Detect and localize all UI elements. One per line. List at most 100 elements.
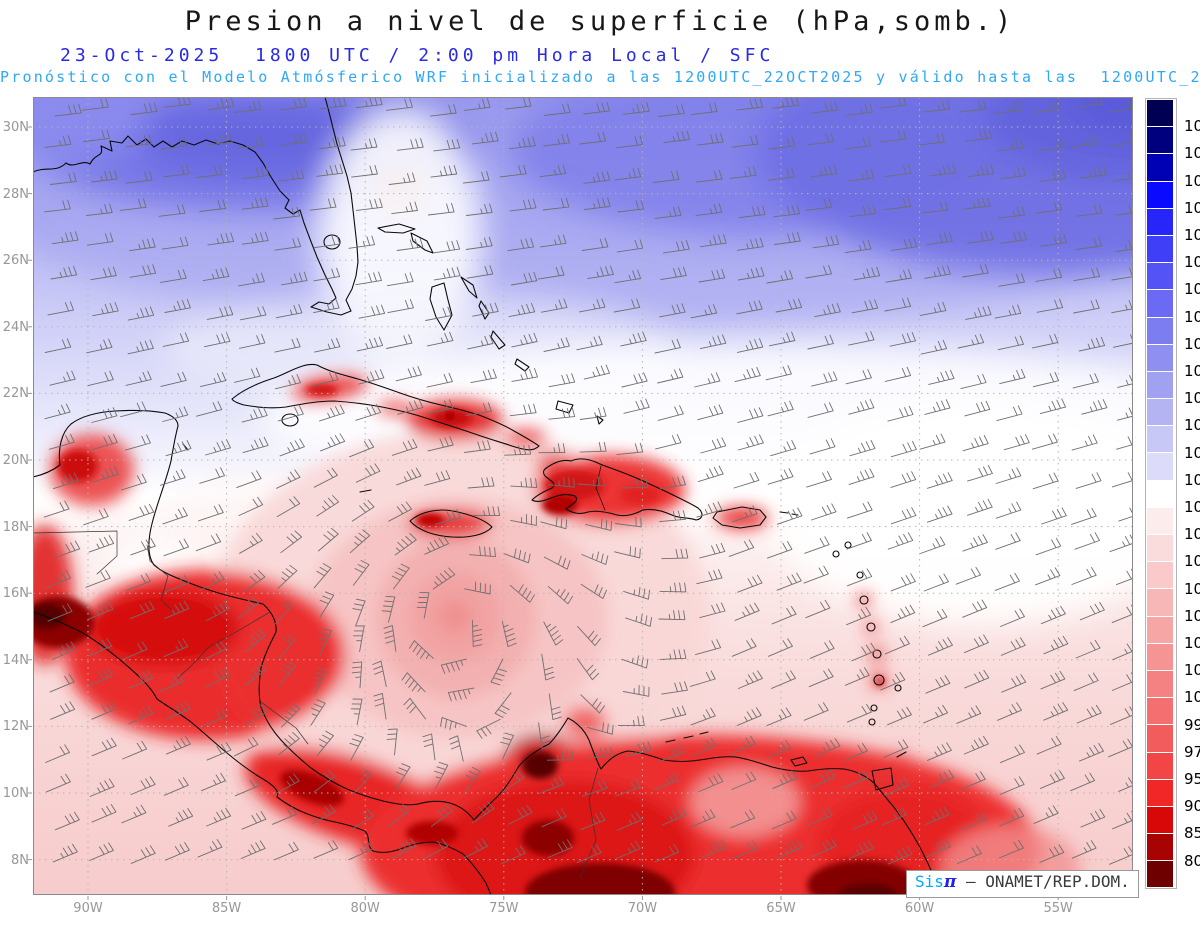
coast-bahamas (377, 223, 604, 425)
coast-hispaniola (531, 458, 703, 521)
colorbar-cell (1147, 371, 1173, 399)
lon-label: 75W (489, 901, 519, 916)
colorbar-cell (1147, 834, 1173, 861)
colorbar-label: 990 (1184, 715, 1200, 734)
colorbar-label: 1040 (1184, 144, 1200, 163)
colorbar-cell (1147, 779, 1173, 806)
axis-ticks (28, 126, 1059, 900)
grid-lines (33, 97, 1133, 895)
colorbar-label: 1020 (1184, 307, 1200, 326)
colorbar-cell (1147, 616, 1173, 643)
colorbar-cell (1147, 535, 1173, 562)
colorbar-label: 900 (1184, 797, 1200, 816)
colorbar-label: 950 (1184, 770, 1200, 788)
colorbar-cell (1147, 181, 1173, 208)
lon-label: 65W (766, 901, 796, 916)
colorbar-label: 1006 (1184, 606, 1200, 625)
colorbar-label: 1050 (1184, 117, 1200, 136)
colorbar-cell (1147, 453, 1173, 480)
coast-jamaica (409, 509, 493, 538)
pressure-shading-cores (33, 384, 917, 895)
virgin-islands (779, 511, 799, 516)
colorbar-cell (1147, 100, 1173, 127)
abc-islands (665, 731, 709, 743)
colorbar-label: 1008 (1184, 579, 1200, 598)
colorbar-label: 800 (1184, 851, 1200, 870)
colorbar-label: 1025 (1184, 253, 1200, 272)
model-run-info: Pronóstico con el Modelo Atmósferico WRF… (0, 68, 1200, 86)
colorbar-label: 1035 (1184, 171, 1200, 190)
colorbar-label: 1015 (1184, 443, 1200, 462)
lon-label: 85W (211, 901, 242, 916)
colorbar-cell (1147, 235, 1173, 263)
colorbar-cell (1147, 507, 1173, 534)
forecast-date: 23-Oct-2025 (60, 45, 224, 66)
watermark-brand: Sis (915, 872, 944, 891)
lat-label: 24N (2, 319, 29, 335)
colorbar-label: 1028 (1184, 226, 1200, 244)
page-title: Presion a nivel de superficie (hPa,somb.… (184, 6, 1016, 37)
map-frame (33, 97, 1133, 895)
lon-label: 70W (627, 901, 658, 916)
colorbar-label: 970 (1184, 742, 1200, 761)
coast-cuba (231, 363, 540, 451)
colorbar-label: 1013 (1184, 498, 1200, 516)
lon-label: 55W (1043, 901, 1073, 916)
colorbar-label: 1012 (1184, 525, 1200, 544)
lat-label: 10N (2, 786, 29, 801)
forecast-time: 1800 UTC / 2:00 pm Hora Local / SFC (255, 45, 775, 66)
cayman (359, 489, 372, 493)
colorbar-label: 850 (1184, 824, 1200, 843)
colorbar-cell (1147, 562, 1173, 589)
lat-label: 8N (11, 852, 29, 868)
colorbar-label: 1000 (1184, 688, 1200, 707)
colorbar-cell (1147, 670, 1173, 698)
lat-label: 18N (2, 519, 29, 535)
colorbar-label: 1017 (1184, 389, 1200, 408)
colorbar-cell (1147, 127, 1173, 154)
colorbar-cell (1147, 725, 1173, 752)
tobago (896, 751, 907, 758)
colorbar-label: 1014 (1184, 470, 1200, 489)
lon-label: 90W (73, 901, 103, 916)
colorbar-cell (1147, 643, 1173, 670)
colorbar-label: 1016 (1184, 416, 1200, 435)
lat-label: 30N (2, 120, 29, 135)
colorbar-cell (1147, 589, 1173, 616)
coast-us-florida (33, 97, 359, 316)
colorbar-label: 1019 (1184, 334, 1200, 353)
colorbar-cell (1147, 426, 1173, 453)
colorbar-cell (1147, 861, 1173, 888)
colorbar-label: 1030 (1184, 198, 1200, 217)
colorbar-cell (1147, 154, 1173, 181)
colorbar-cell (1147, 698, 1173, 725)
pressure-colorbar (1145, 98, 1177, 890)
lat-label: 26N (2, 253, 29, 269)
colorbar-cell (1147, 263, 1173, 290)
lon-label: 80W (350, 901, 380, 916)
colorbar-cell (1147, 806, 1173, 834)
lesser-antilles (832, 541, 902, 726)
colorbar-cell (1147, 399, 1173, 426)
lat-label: 14N (2, 652, 29, 668)
watermark-text: – ONAMET/REP.DOM. (956, 872, 1130, 891)
lon-label: 60W (904, 901, 935, 916)
colorbar-cell (1147, 208, 1173, 235)
colorbar-label: 1018 (1184, 362, 1200, 380)
colorbar-label: 1004 (1184, 634, 1200, 652)
colorbar-label: 1002 (1184, 661, 1200, 680)
colorbar-cell (1147, 752, 1173, 779)
lat-label: 16N (2, 586, 29, 602)
colorbar-label: 1022 (1184, 280, 1200, 299)
wind-barbs (43, 97, 1133, 865)
border-haiti-dr (595, 465, 606, 511)
watermark: Sisπ – ONAMET/REP.DOM. (906, 870, 1139, 898)
lat-label: 12N (2, 719, 29, 735)
isle-of-youth (281, 413, 299, 427)
country-borders (33, 530, 599, 879)
lat-label: 22N (2, 386, 29, 402)
pi-icon: π (943, 872, 957, 892)
colorbar-cell (1147, 290, 1173, 317)
